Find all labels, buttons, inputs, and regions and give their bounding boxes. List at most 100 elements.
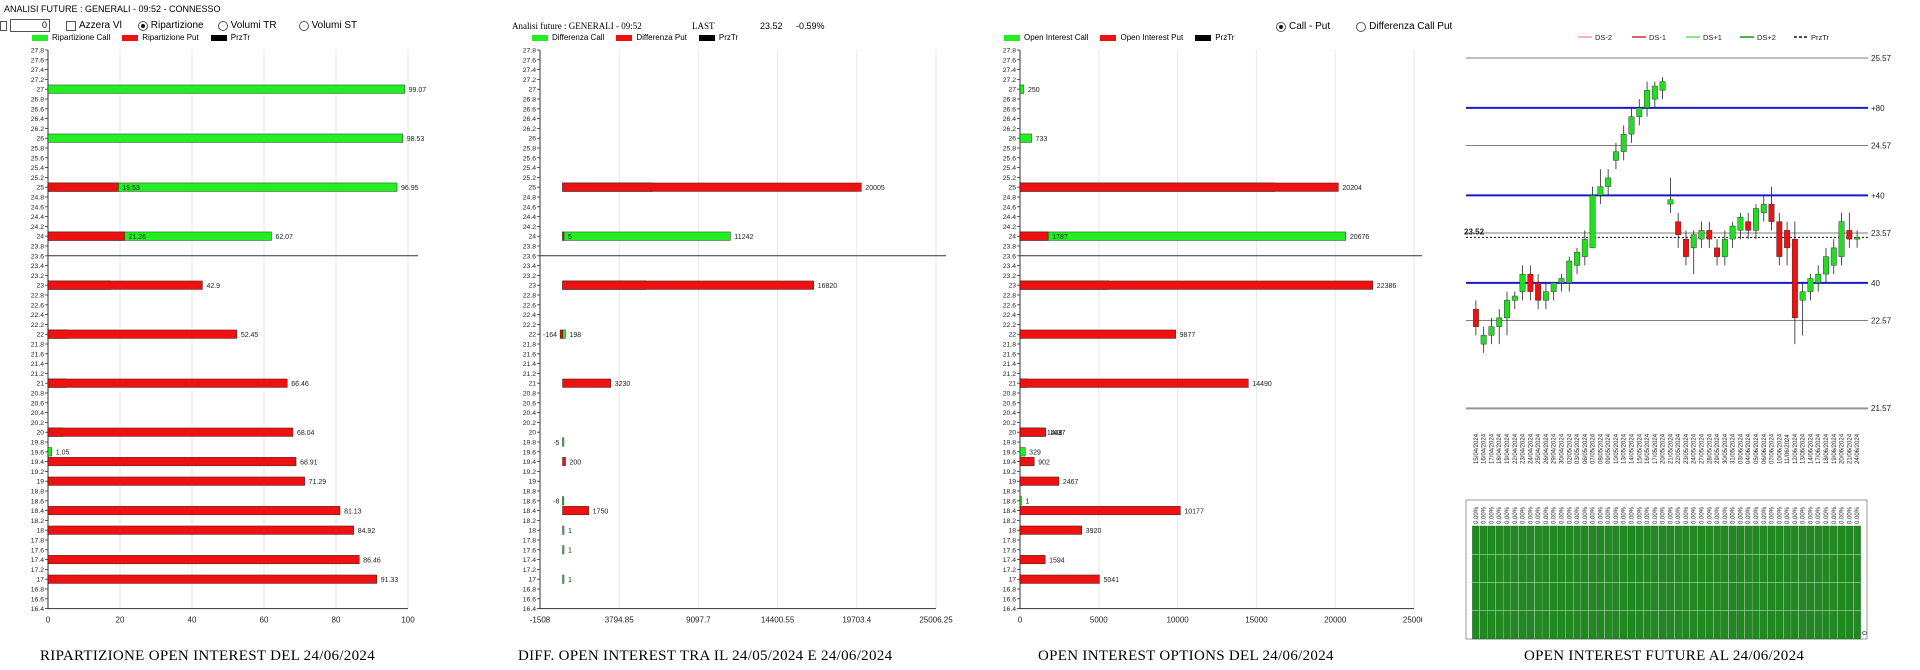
candle-up [1729,225,1736,240]
azzera-checkbox[interactable] [66,20,76,31]
caption-panel4: OPEN INTEREST FUTURE AL 24/06/2024 [1524,648,1805,664]
y-tick-label: 24.2 [31,224,44,231]
volumi-st-radio[interactable] [298,20,309,31]
bar-value-label: 52.45 [241,332,259,339]
date-label: 24/05/2024 [1692,433,1698,464]
y-tick-label: 27 [36,87,44,94]
volumi-tr-radio[interactable] [217,20,228,31]
oi-bar-label: 0.00% [1840,506,1846,524]
y-tick-label: 26.8 [523,97,536,104]
volumi-tr-label: Volumi TR [230,20,277,31]
y-tick-label: 19 [1008,479,1016,486]
y-tick-label: 18.4 [1003,508,1016,515]
put-bar [1019,457,1035,467]
x-tick-label: 0 [1018,616,1023,625]
y-tick-label: 20.6 [523,400,536,407]
y-tick-label: 17.8 [1003,538,1016,545]
y-tick-label: 18 [36,528,44,535]
number-input[interactable]: 0 [10,19,50,32]
candle-down [1527,273,1534,292]
call-bar [1019,133,1032,143]
y-tick-label: 25.2 [1003,175,1016,182]
date-label: 29/04/2024 [1552,433,1558,464]
bar-value-label: 1750 [593,508,609,515]
date-label: 07/05/2024 [1591,433,1597,464]
call-put-radio[interactable] [1276,21,1286,32]
oi-bar-label: 0.00% [1521,506,1527,524]
oi-bar-label: 0.00% [1816,506,1822,524]
date-label: 08/05/2024 [1598,433,1604,464]
x-tick-label: 14400.55 [761,616,795,625]
put-bar [562,378,611,388]
level-label: 40 [1871,279,1880,288]
ripartizione-radio[interactable] [137,20,148,31]
oi-bar-label: 0.00% [1559,506,1565,524]
candle-up [1823,256,1829,275]
y-tick-label: 16.4 [523,606,536,613]
date-label: 13/05/2024 [1622,433,1628,464]
oi-bar-label: 0.00% [1513,506,1519,524]
level-label: 24.57 [1871,142,1892,151]
date-label: 29/05/2024 [1715,433,1721,464]
y-tick-label: 23.8 [31,244,44,251]
bar-value-label: 1 [1026,499,1030,506]
candle-up [1644,90,1650,109]
date-label: 19/04/2024 [1505,433,1511,464]
date-label: 20/06/2024 [1840,433,1846,464]
date-label: 13/06/2024 [1801,433,1807,464]
y-tick-label: 23.4 [523,263,536,270]
put-bar [1019,506,1181,516]
oi-bar-label: 0.00% [1544,506,1550,524]
y-tick-label: 27 [1008,87,1016,94]
candle-up [1753,208,1759,231]
x-tick-label: 80 [332,616,341,625]
candle-up [1628,116,1635,135]
y-tick-label: 18.8 [31,489,44,496]
candle-up [1799,291,1806,301]
bar-value-label: 200 [570,459,582,466]
legend-item: Open Interest Put [1100,33,1183,42]
oi-bar-label: 0.00% [1637,506,1643,524]
y-tick-label: 19.4 [31,459,44,466]
y-tick-label: 17 [36,577,44,584]
call-put-toggle: Call - Put Differenza Call Put [1276,21,1452,32]
x-tick-label: 3794.85 [605,616,634,625]
bar-value-label: 66.46 [291,381,309,388]
legend-item: PrzTr [210,33,250,42]
y-tick-label: 19.6 [523,449,536,456]
y-tick-label: 25.8 [1003,146,1016,153]
y-tick-label: 21 [528,381,536,388]
y-tick-label: 20.2 [31,420,44,427]
y-tick-label: 25 [1008,185,1016,192]
bar-value-label: 5 [568,234,572,241]
y-tick-label: 21.4 [1003,361,1016,368]
candle-down [1683,238,1689,257]
oi-bar-label: 0.00% [1528,506,1534,524]
candle-down [1784,230,1791,249]
legend-item: Ripartizione Put [122,33,199,42]
oi-bar-label: 0.00% [1754,506,1760,524]
azzera-label: Azzera Vl [79,20,122,31]
x-tick-label: -1508 [530,616,551,625]
candle-down [1472,308,1479,327]
bar-value-label: 1594 [1049,557,1065,564]
put-bar [562,506,589,516]
y-tick-label: 19.8 [31,440,44,447]
caption-panel3: OPEN INTEREST OPTIONS DEL 24/06/2024 [1038,648,1334,664]
y-tick-label: 17.6 [31,547,44,554]
y-tick-label: 21.2 [31,371,44,378]
y-tick-label: 24.2 [1003,224,1016,231]
date-label: 19/06/2024 [1832,433,1838,464]
date-label: 27/05/2024 [1700,433,1706,464]
y-tick-label: 21.8 [1003,342,1016,349]
date-label: 10/06/2024 [1777,433,1783,464]
y-tick-label: 25.4 [31,165,44,172]
y-tick-label: 22.6 [523,302,536,309]
y-tick-label: 23.8 [523,244,536,251]
oi-bar-label: 0.00% [1746,506,1752,524]
row-checkbox[interactable] [0,20,7,31]
y-tick-label: 26.4 [1003,116,1016,123]
y-tick-label: 25 [36,185,44,192]
diff-call-put-radio[interactable] [1356,21,1367,32]
date-label: 16/04/2024 [1482,433,1488,464]
